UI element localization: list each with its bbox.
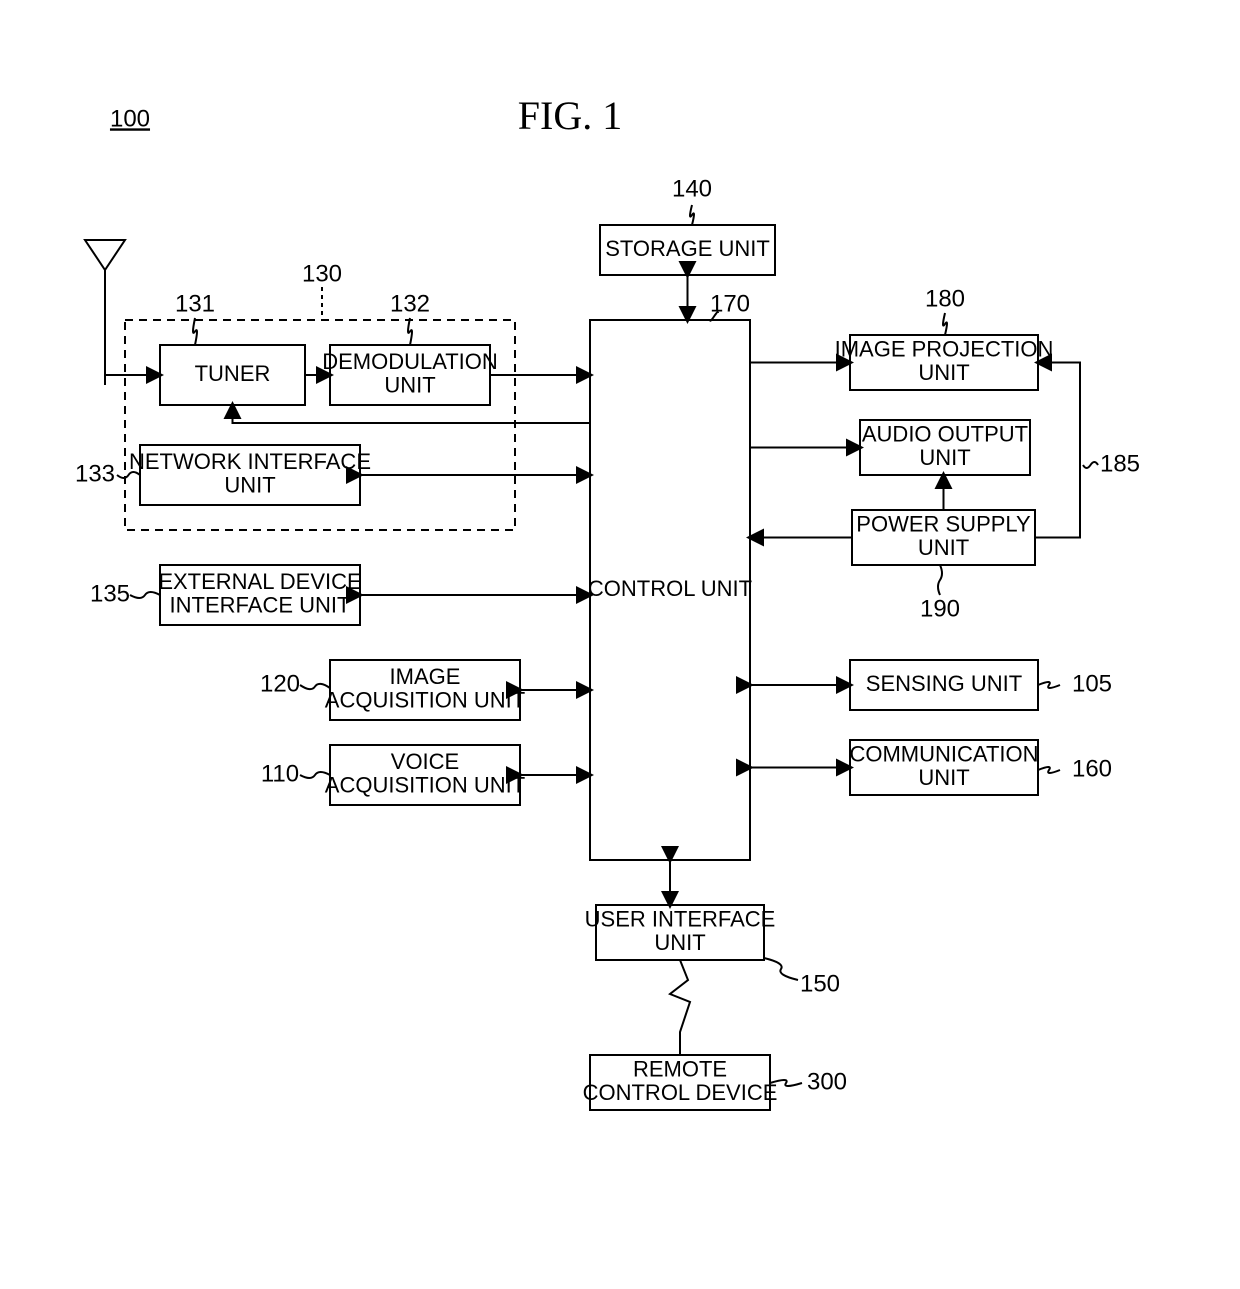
svg-text:180: 180 <box>925 285 965 312</box>
svg-text:STORAGE UNIT: STORAGE UNIT <box>605 236 770 261</box>
svg-text:AUDIO OUTPUT: AUDIO OUTPUT <box>862 421 1028 446</box>
svg-text:130: 130 <box>302 260 342 287</box>
svg-text:UNIT: UNIT <box>654 930 705 955</box>
svg-text:REMOTE: REMOTE <box>633 1056 727 1081</box>
svg-text:UNIT: UNIT <box>224 473 275 498</box>
svg-text:ACQUISITION UNIT: ACQUISITION UNIT <box>325 773 525 798</box>
svg-text:UNIT: UNIT <box>384 373 435 398</box>
svg-text:IMAGE PROJECTION: IMAGE PROJECTION <box>835 336 1054 361</box>
block-diagram: FIG. 1 100 CONTROL UNIT 170 130 TUNER DEMODULA… <box>0 0 1240 1289</box>
figure-title: FIG. 1 <box>518 93 622 138</box>
system-reference: 100 <box>110 105 150 132</box>
svg-text:300: 300 <box>807 1068 847 1095</box>
svg-text:140: 140 <box>672 175 712 202</box>
svg-text:160: 160 <box>1072 755 1112 782</box>
svg-text:185: 185 <box>1100 450 1140 477</box>
svg-text:170: 170 <box>710 290 750 317</box>
svg-text:IMAGE: IMAGE <box>390 664 461 689</box>
svg-text:VOICE: VOICE <box>391 749 459 774</box>
svg-text:CONTROL DEVICE: CONTROL DEVICE <box>583 1080 778 1105</box>
svg-text:UNIT: UNIT <box>918 360 969 385</box>
svg-text:133: 133 <box>75 460 115 487</box>
svg-text:NETWORK INTERFACE: NETWORK INTERFACE <box>129 449 371 474</box>
svg-text:USER INTERFACE: USER INTERFACE <box>585 906 776 931</box>
svg-text:190: 190 <box>920 595 960 622</box>
svg-text:CONTROL UNIT: CONTROL UNIT <box>588 576 752 601</box>
svg-text:120: 120 <box>260 670 300 697</box>
svg-text:150: 150 <box>800 970 840 997</box>
svg-text:135: 135 <box>90 580 130 607</box>
svg-text:UNIT: UNIT <box>918 535 969 560</box>
svg-text:132: 132 <box>390 290 430 317</box>
svg-text:INTERFACE UNIT: INTERFACE UNIT <box>170 593 351 618</box>
svg-text:UNIT: UNIT <box>918 765 969 790</box>
svg-text:UNIT: UNIT <box>919 445 970 470</box>
svg-text:131: 131 <box>175 290 215 317</box>
svg-text:ACQUISITION UNIT: ACQUISITION UNIT <box>325 688 525 713</box>
svg-text:110: 110 <box>261 760 299 787</box>
svg-text:POWER SUPPLY: POWER SUPPLY <box>856 511 1031 536</box>
svg-text:TUNER: TUNER <box>195 361 271 386</box>
svg-text:EXTERNAL DEVICE: EXTERNAL DEVICE <box>158 569 361 594</box>
svg-text:SENSING UNIT: SENSING UNIT <box>866 671 1022 696</box>
svg-text:DEMODULATION: DEMODULATION <box>322 349 498 374</box>
svg-text:COMMUNICATION: COMMUNICATION <box>849 741 1038 766</box>
svg-text:105: 105 <box>1072 670 1112 697</box>
